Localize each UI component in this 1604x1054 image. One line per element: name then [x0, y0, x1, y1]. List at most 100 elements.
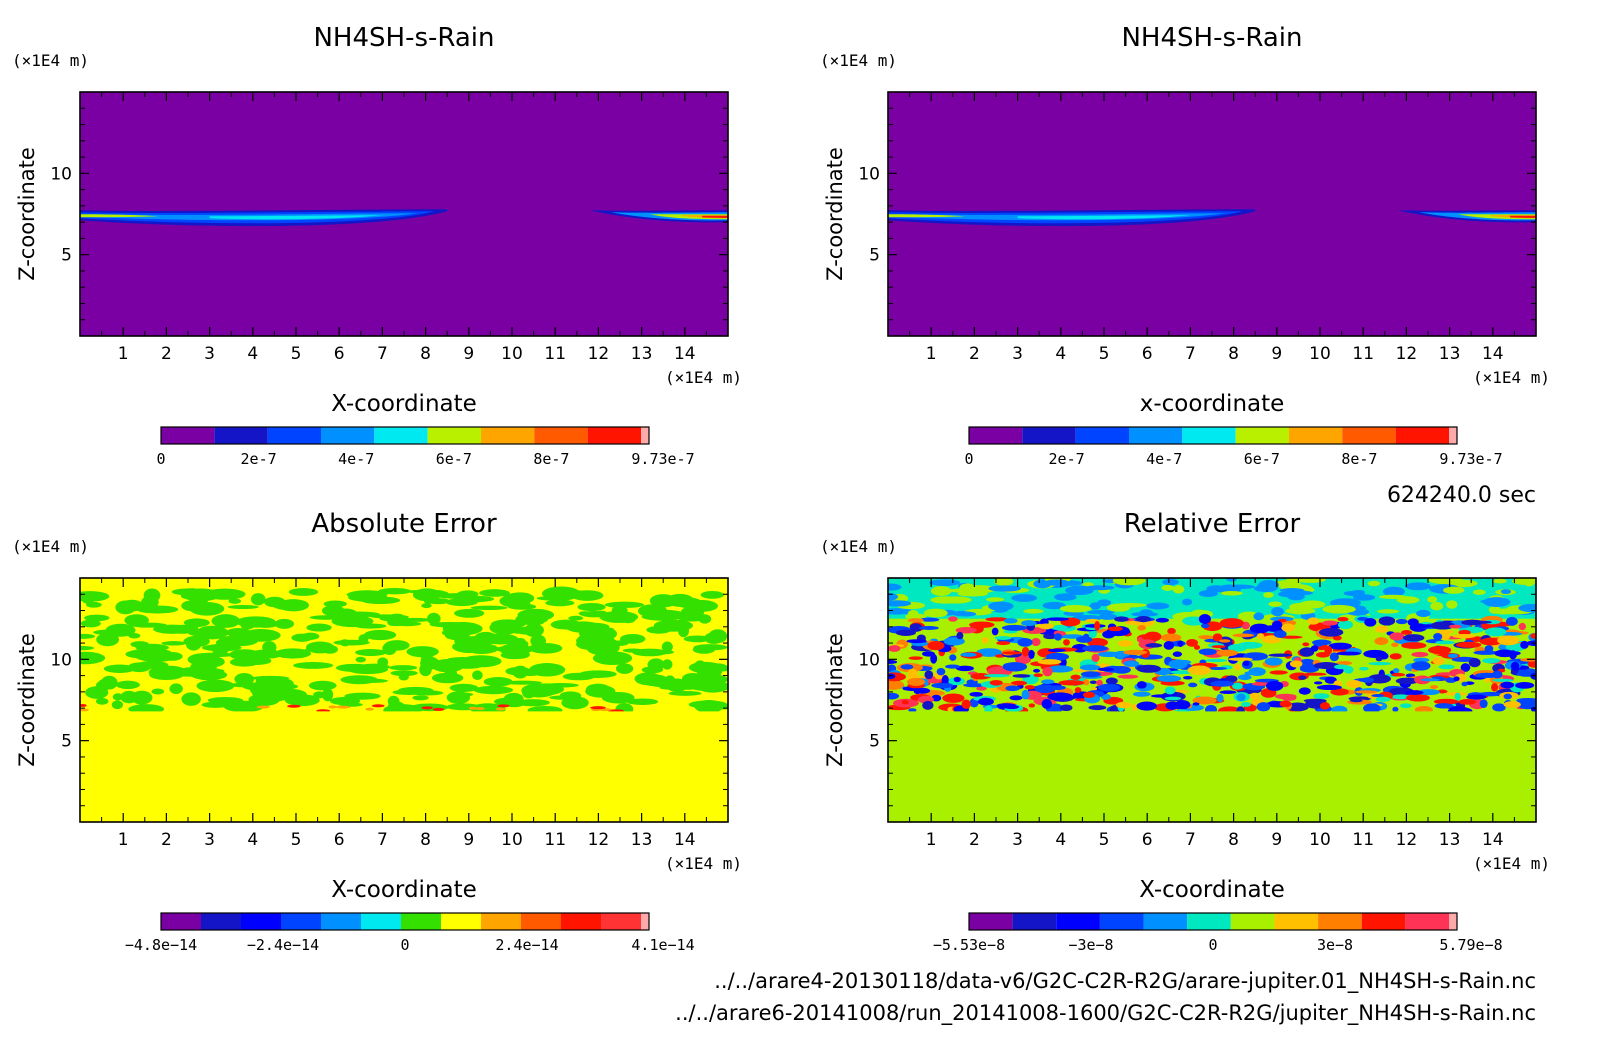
- noise-blob: [976, 686, 987, 691]
- chart-title: NH4SH-s-Rain: [313, 23, 494, 53]
- noise-blob: [251, 688, 266, 698]
- noise-blob: [360, 596, 401, 605]
- noise-blob: [169, 683, 183, 695]
- colorbar-swatch: [1129, 427, 1183, 444]
- noise-blob: [1378, 616, 1396, 626]
- x-tick-label: 5: [291, 344, 302, 364]
- noise-blob: [354, 623, 387, 629]
- noise-blob: [604, 601, 645, 609]
- noise-blob: [470, 605, 508, 611]
- noise-blob: [1014, 654, 1032, 665]
- colorbar-swatch: [1318, 913, 1362, 930]
- noise-blob: [95, 697, 109, 705]
- noise-blob: [1428, 578, 1463, 585]
- noise-blob: [1164, 696, 1182, 701]
- noise-blob: [1264, 657, 1283, 666]
- noise-blob: [1117, 674, 1139, 679]
- noise-blob: [1211, 645, 1226, 649]
- noise-blob: [390, 670, 418, 677]
- y-unit-label: (×1E4 m): [820, 51, 897, 70]
- noise-blob: [355, 656, 366, 663]
- noise-blob: [1318, 627, 1344, 637]
- noise-blob: [431, 659, 465, 673]
- colorbar-swatch: [521, 913, 561, 930]
- noise-blob: [234, 673, 255, 686]
- noise-blob: [1009, 695, 1023, 701]
- noise-blob: [1281, 623, 1296, 632]
- y-unit-label: (×1E4 m): [12, 51, 89, 70]
- noise-blob: [1404, 690, 1424, 695]
- noise-blob: [423, 599, 436, 604]
- noise-blob: [1503, 693, 1512, 700]
- noise-blob: [446, 691, 471, 704]
- noise-blob: [515, 699, 550, 707]
- colorbar-swatch: [1342, 427, 1396, 444]
- noise-blob: [970, 673, 992, 680]
- noise-blob: [1169, 670, 1194, 675]
- noise-blob: [1037, 659, 1062, 665]
- noise-blob: [1336, 651, 1361, 656]
- noise-blob: [1225, 675, 1238, 683]
- colorbar-frame: [968, 426, 1458, 445]
- chart-panel-p4: Relative Error(×1E4 m)(×1E4 m)1 2 3 4 5 6 7 8 9 1…: [820, 509, 1550, 954]
- colorbar-label: 0: [400, 936, 409, 954]
- noise-blob: [1220, 590, 1243, 596]
- colorbar-label: 4e-7: [338, 450, 374, 468]
- noise-blob: [989, 679, 1003, 686]
- x-tick-label: 3: [204, 830, 215, 850]
- noise-blob: [429, 621, 470, 628]
- noise-blob: [1098, 613, 1118, 620]
- colorbar-label: −4.8e−14: [125, 936, 197, 954]
- noise-blob: [1492, 608, 1516, 615]
- noise-blob: [1268, 653, 1293, 657]
- noise-blob: [1411, 651, 1429, 658]
- noise-blob: [223, 700, 265, 713]
- noise-blob: [661, 641, 673, 653]
- noise-blob: [1500, 589, 1512, 595]
- x-tick-label: 5: [291, 830, 302, 850]
- noise-blob: [1034, 684, 1056, 693]
- noise-blob: [454, 595, 495, 603]
- noise-blob: [579, 670, 617, 678]
- noise-blob: [1334, 664, 1349, 670]
- x-tick-label: 1: [926, 344, 937, 364]
- noise-blob: [1359, 666, 1369, 671]
- noise-blob: [909, 623, 923, 632]
- noise-blob: [1416, 609, 1431, 618]
- noise-blob: [1322, 620, 1338, 626]
- noise-blob: [1210, 680, 1234, 687]
- noise-blob: [996, 641, 1011, 646]
- x-tick-label: 8: [420, 830, 431, 850]
- noise-blob: [80, 703, 87, 707]
- noise-blob: [1319, 702, 1330, 710]
- noise-blob: [304, 647, 338, 652]
- noise-blob: [1089, 680, 1097, 684]
- x-tick-label: 11: [544, 830, 566, 850]
- noise-blob: [250, 593, 266, 606]
- noise-blob: [988, 585, 1021, 592]
- x-tick-label: 3: [204, 344, 215, 364]
- noise-blob: [1456, 641, 1482, 648]
- colorbar-swatch: [601, 913, 641, 930]
- noise-blob: [265, 682, 281, 687]
- noise-blob: [1114, 616, 1129, 622]
- noise-blob: [1389, 632, 1405, 641]
- x-axis-label: X-coordinate: [331, 877, 477, 903]
- colorbar-swatch: [1012, 913, 1057, 930]
- noise-blob: [284, 694, 320, 707]
- noise-blob: [358, 634, 369, 644]
- noise-blob: [888, 608, 914, 615]
- noise-blob: [1491, 683, 1499, 692]
- noise-blob: [1186, 639, 1199, 647]
- noise-blob: [599, 611, 639, 623]
- timestamp-label: 624240.0 sec: [1387, 483, 1536, 508]
- noise-blob: [1023, 608, 1044, 614]
- noise-blob: [1172, 651, 1183, 657]
- colorbar-swatch: [587, 427, 641, 444]
- noise-blob: [1512, 578, 1536, 585]
- noise-blob: [1269, 670, 1288, 675]
- noise-blob: [1139, 609, 1154, 617]
- x-tick-label: 9: [463, 344, 474, 364]
- noise-blob: [274, 648, 312, 659]
- noise-blob: [1407, 618, 1419, 627]
